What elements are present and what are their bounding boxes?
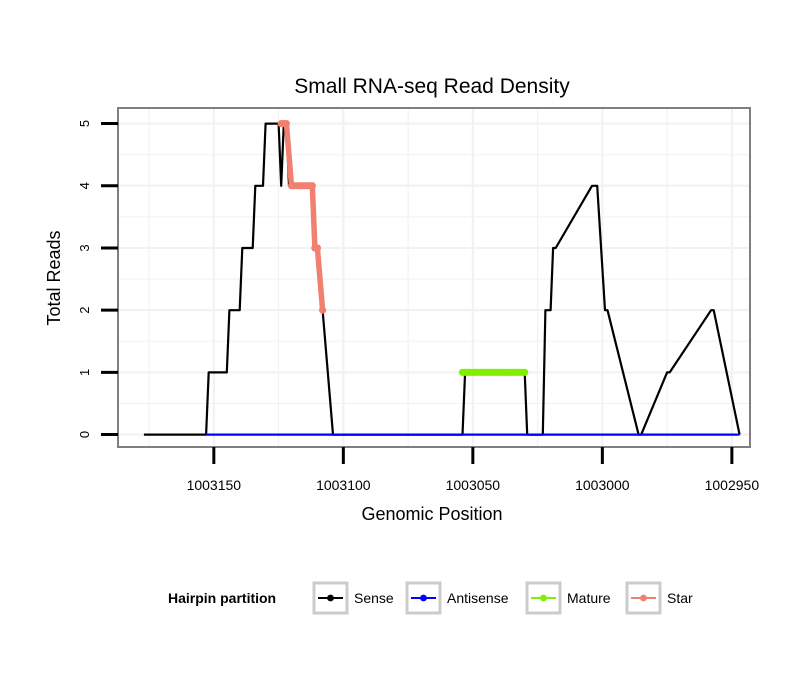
chart-title: Small RNA-seq Read Density [294,75,570,98]
y-tick-label: 1 [77,369,92,376]
x-tick-label: 1002950 [705,477,760,493]
legend-label-star: Star [667,590,693,606]
y-axis-label: Total Reads [44,230,64,325]
data-point-star [282,119,290,128]
y-tick-label: 5 [77,120,92,127]
series-line-sense [143,122,741,436]
legend-label-antisense: Antisense [447,590,509,606]
data-point-star [313,244,322,252]
legend-dot-antisense [420,594,427,602]
x-tick-label: 1003000 [575,477,630,493]
x-tick-label: 1003100 [316,477,371,493]
plot-panel-border [117,107,751,448]
data-point-mature [521,368,529,376]
x-tick-label: 1003050 [446,477,501,493]
y-tick-label: 3 [77,244,92,251]
y-tick-label: 2 [77,307,92,314]
legend-label-mature: Mature [567,590,611,606]
data-point-star [319,306,327,314]
y-tick-label: 4 [77,182,92,189]
legend-dot-mature [540,594,547,602]
legend-label-sense: Sense [354,590,394,606]
legend-title: Hairpin partition [168,590,276,606]
data-point-star [308,182,316,190]
x-axis-label: Genomic Position [361,504,502,524]
legend: Hairpin partition Sense Antisense Mature St… [168,581,693,615]
legend-dot-sense [327,594,334,602]
legend-dot-star [640,594,647,602]
y-tick-label: 0 [77,431,92,438]
x-tick-label: 1003150 [187,477,242,493]
